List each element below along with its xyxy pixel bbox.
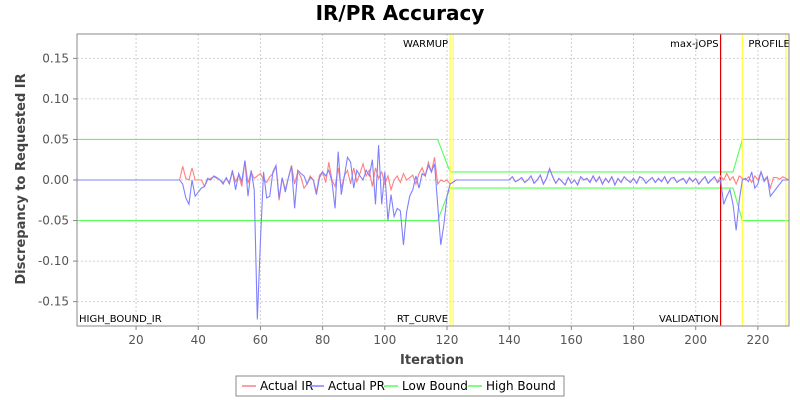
x-tick-label: 180 bbox=[622, 333, 645, 347]
x-tick-label: 120 bbox=[436, 333, 459, 347]
x-axis-label: Iteration bbox=[400, 353, 464, 368]
x-tick-label: 80 bbox=[315, 333, 330, 347]
x-tick-label: 160 bbox=[560, 333, 583, 347]
x-tick-label: 20 bbox=[128, 333, 143, 347]
y-tick-label: -0.15 bbox=[38, 295, 69, 309]
marker-label: VALIDATION bbox=[659, 314, 719, 325]
chart-title: IR/PR Accuracy bbox=[316, 1, 485, 25]
series-line-actual-pr bbox=[77, 145, 789, 320]
y-tick-label: 0.00 bbox=[42, 173, 69, 187]
marker-label: max-jOPS bbox=[670, 39, 718, 50]
legend: Actual IR Actual PR Low Bound High Bound bbox=[235, 375, 565, 397]
marker-label: HIGH_BOUND_IR bbox=[79, 314, 162, 325]
x-tick-label: 200 bbox=[684, 333, 707, 347]
y-tick-label: -0.10 bbox=[38, 254, 69, 268]
legend-box bbox=[235, 375, 565, 397]
x-tick-label: 100 bbox=[373, 333, 396, 347]
y-tick-label: -0.05 bbox=[38, 214, 69, 228]
y-tick-label: 0.10 bbox=[42, 92, 69, 106]
x-tick-labels: 20 40 60 80 100 120 140 160 180 200 220 bbox=[128, 326, 769, 347]
x-tick-label: 60 bbox=[253, 333, 268, 347]
x-tick-label: 220 bbox=[746, 333, 769, 347]
marker-label: RT_CURVE bbox=[397, 314, 448, 325]
legend-item-label: Low Bound bbox=[402, 379, 468, 393]
y-axis-label: Discrepancy to Requested IR bbox=[14, 73, 29, 284]
marker-label: PROFILE bbox=[748, 39, 789, 50]
legend-item-label: Actual IR bbox=[260, 379, 313, 393]
marker-labels: WARMUP max-jOPS PROFILE HIGH_BOUND_IR RT_CUR… bbox=[79, 39, 790, 325]
x-tick-label: 140 bbox=[498, 333, 521, 347]
legend-item-label: Actual PR bbox=[328, 379, 385, 393]
y-tick-label: 0.15 bbox=[42, 51, 69, 65]
series-lines bbox=[77, 145, 790, 320]
marker-label: WARMUP bbox=[403, 39, 448, 50]
legend-item-label: High Bound bbox=[486, 379, 556, 393]
y-tick-label: 0.05 bbox=[42, 132, 69, 146]
y-tick-labels: 0.15 0.10 0.05 0.00 -0.05 -0.10 -0.15 bbox=[38, 51, 77, 309]
x-tick-label: 40 bbox=[191, 333, 206, 347]
